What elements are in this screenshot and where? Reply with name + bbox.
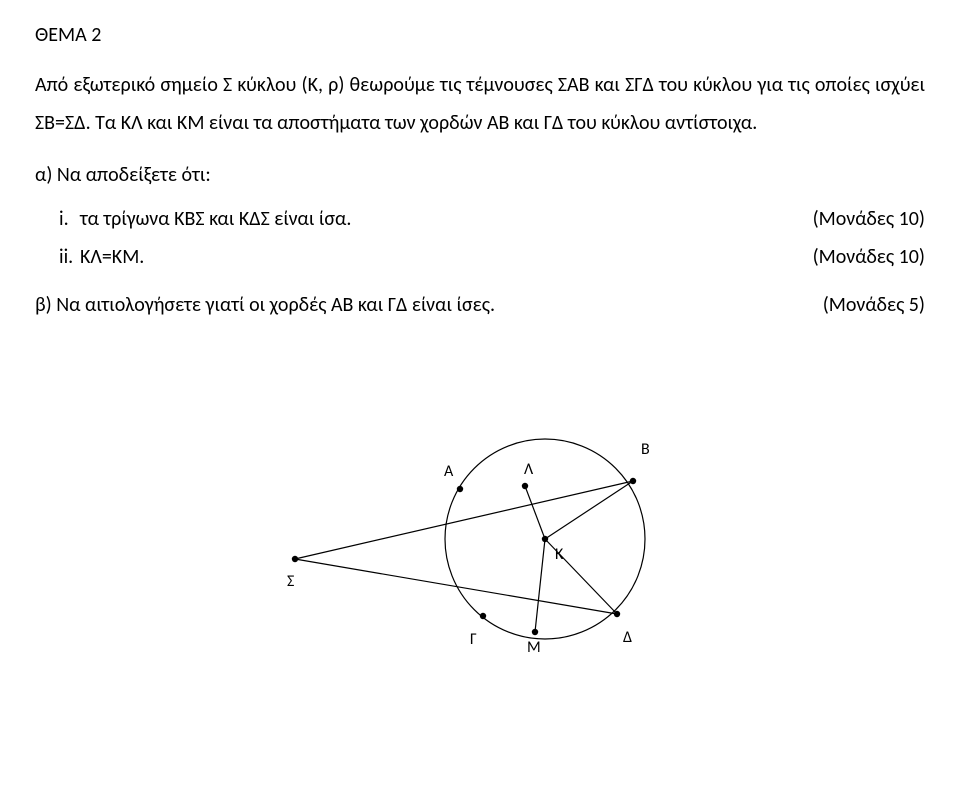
sub-item-text: ΚΛ=ΚΜ.	[80, 238, 793, 276]
svg-text:Α: Α	[444, 462, 454, 481]
sub-item-points: (Μονάδες 10)	[793, 238, 925, 276]
beta-points: (Μονάδες 5)	[803, 286, 925, 324]
sub-item-number: ii.	[35, 238, 80, 276]
beta-line: β) Να αιτιολογήσετε γιατί οι χορδές ΑΒ κ…	[35, 286, 925, 324]
svg-text:Κ: Κ	[555, 545, 564, 564]
svg-text:Μ: Μ	[527, 638, 541, 654]
sub-item: ii. ΚΛ=ΚΜ. (Μονάδες 10)	[35, 238, 925, 276]
problem-statement: Από εξωτερικό σημείο Σ κύκλου (Κ, ρ) θεω…	[35, 66, 925, 142]
svg-text:Σ: Σ	[287, 572, 294, 591]
svg-text:Β: Β	[641, 440, 650, 459]
sub-item-text: τα τρίγωνα ΚΒΣ και ΚΔΣ είναι ίσα.	[80, 200, 793, 238]
diagram-container: Β Δ Α Γ Κ Λ Μ Σ	[35, 394, 925, 654]
svg-text:Λ: Λ	[524, 460, 534, 479]
alpha-sublist: i. τα τρίγωνα ΚΒΣ και ΚΔΣ είναι ίσα. (Μο…	[35, 200, 925, 276]
alpha-intro: α) Να αποδείξετε ότι:	[35, 156, 925, 194]
geometry-diagram: Β Δ Α Γ Κ Λ Μ Σ	[275, 394, 685, 654]
sub-item-points: (Μονάδες 10)	[793, 200, 925, 238]
beta-text: β) Να αιτιολογήσετε γιατί οι χορδές ΑΒ κ…	[35, 286, 803, 324]
sub-item: i. τα τρίγωνα ΚΒΣ και ΚΔΣ είναι ίσα. (Μο…	[35, 200, 925, 238]
svg-text:Δ: Δ	[623, 628, 632, 647]
problem-heading: ΘΕΜΑ 2	[35, 20, 925, 50]
sub-item-number: i.	[35, 200, 80, 238]
svg-text:Γ: Γ	[470, 630, 477, 649]
